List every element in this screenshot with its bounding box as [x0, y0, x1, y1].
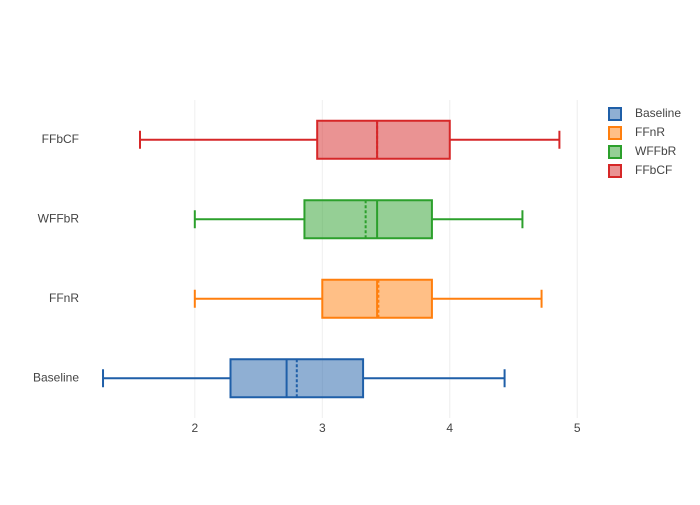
legend-label: FFbCF [635, 163, 672, 177]
legend-swatch [608, 164, 622, 178]
y-tick-label: FFnR [49, 291, 79, 305]
legend-label: Baseline [635, 106, 681, 120]
legend-swatch [608, 107, 622, 121]
box [303, 199, 433, 240]
x-tick-label: 5 [574, 421, 581, 435]
x-tick-label: 3 [319, 421, 326, 435]
legend-label: WFFbR [635, 144, 677, 158]
legend-label: FFnR [635, 125, 665, 139]
x-tick-label: 2 [191, 421, 198, 435]
y-tick-label: FFbCF [42, 132, 79, 146]
legend-swatch [608, 145, 622, 159]
legend-swatch [608, 126, 622, 140]
box [316, 119, 451, 160]
x-tick-label: 4 [446, 421, 453, 435]
y-tick-label: Baseline [33, 370, 79, 384]
y-tick-label: WFFbR [38, 211, 80, 225]
